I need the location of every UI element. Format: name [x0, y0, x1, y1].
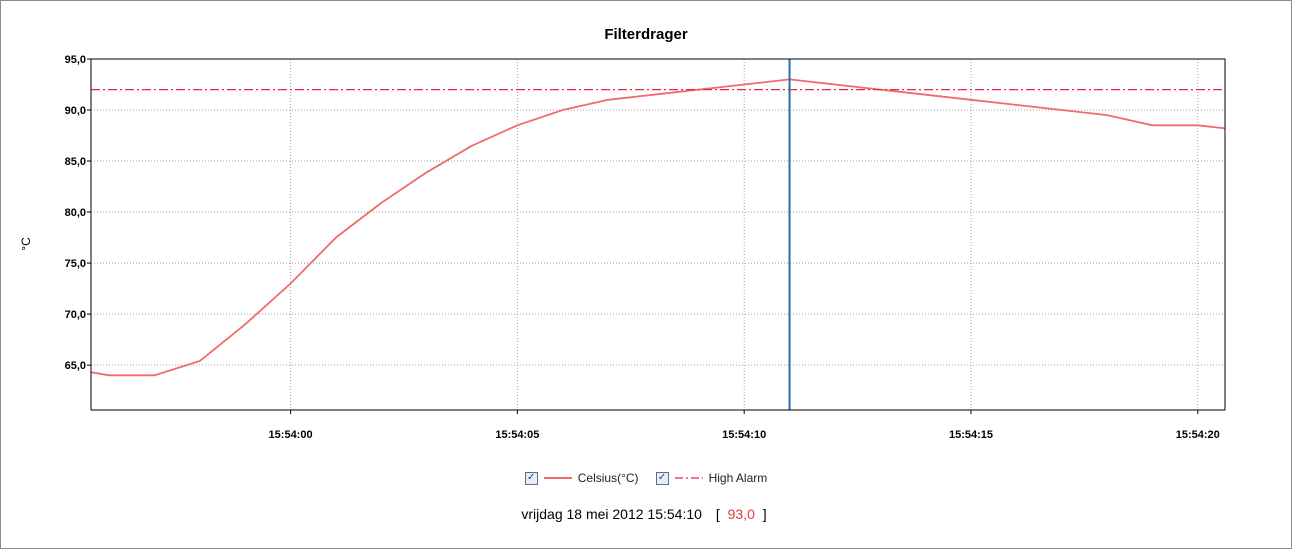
y-tick-label: 90,0: [65, 105, 86, 117]
y-tick-label: 70,0: [65, 309, 86, 321]
legend-swatch-celsius: [543, 477, 572, 479]
x-tick-label: 15:54:10: [722, 429, 766, 441]
y-tick-label: 75,0: [65, 258, 86, 270]
legend-item-celsius[interactable]: ✓ Celsius(°C): [524, 471, 639, 485]
y-tick-label: 80,0: [65, 207, 86, 219]
plot-border: [90, 58, 1226, 411]
legend-swatch-high-alarm: [674, 477, 703, 479]
legend: ✓ Celsius(°C) ✓ High Alarm: [0, 468, 1292, 488]
y-axis-label: °C: [19, 237, 33, 251]
readout-datetime: vrijdag 18 mei 2012 15:54:10: [521, 506, 702, 522]
readout-value: 93,0: [727, 506, 755, 522]
x-tick-label: 15:54:20: [1176, 429, 1220, 441]
checked-checkbox-icon[interactable]: ✓: [655, 471, 669, 485]
readout-open-bracket: [: [715, 506, 720, 522]
cursor-readout: vrijdag 18 mei 2012 15:54:10 [ 93,0 ]: [0, 506, 1292, 522]
y-tick-label: 85,0: [65, 156, 86, 168]
legend-item-high-alarm[interactable]: ✓ High Alarm: [655, 471, 768, 485]
series-layer: [90, 78, 1226, 377]
grid: [91, 59, 1225, 410]
chart-title: Filterdrager: [604, 26, 688, 43]
tick-labels: 95,0 90,0 85,0 80,0 75,0 70,0 65,0 15:54:00 15:5…: [65, 54, 1220, 441]
legend-label-celsius: Celsius(°C): [577, 471, 639, 485]
series-line-celsius: [90, 78, 1226, 377]
x-tick-label: 15:54:00: [269, 429, 313, 441]
y-tick-label: 95,0: [65, 54, 86, 66]
y-tick-label: 65,0: [65, 360, 86, 372]
readout-close-bracket: ]: [762, 506, 767, 522]
legend-label-high-alarm: High Alarm: [708, 471, 768, 485]
x-tick-label: 15:54:15: [949, 429, 993, 441]
x-tick-label: 15:54:05: [495, 429, 539, 441]
checked-checkbox-icon[interactable]: ✓: [524, 471, 538, 485]
